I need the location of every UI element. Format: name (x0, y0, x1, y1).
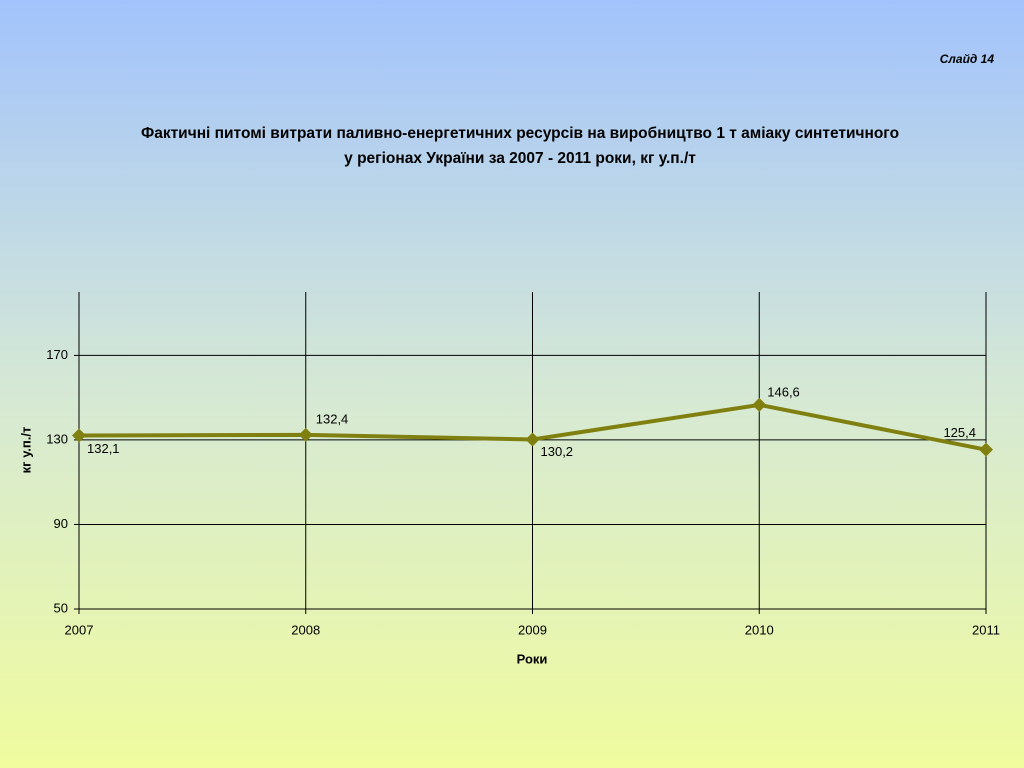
x-tick-label: 2011 (972, 622, 1000, 637)
marker (72, 428, 86, 443)
x-axis-label: Роки (517, 651, 548, 666)
y-tick-label: 170 (46, 347, 68, 362)
data-label: 132,1 (87, 441, 120, 456)
x-tick-label: 2007 (65, 622, 94, 637)
data-label: 125,4 (943, 425, 976, 440)
x-tick-label: 2008 (291, 622, 320, 637)
marker (752, 397, 767, 412)
data-label: 132,4 (316, 411, 349, 426)
data-label: 146,6 (767, 384, 800, 399)
chart-title: у регіонах України за 2007 - 2011 роки, … (344, 150, 696, 167)
x-tick-label: 2010 (745, 622, 774, 637)
slide-label: Слайд 14 (940, 52, 995, 66)
y-tick-label: 90 (54, 516, 68, 531)
y-tick-label: 50 (54, 600, 68, 615)
y-tick-label: 130 (46, 431, 68, 446)
y-axis-label: кг у.п./т (18, 427, 33, 474)
marker (979, 442, 993, 457)
x-tick-label: 2009 (518, 622, 547, 637)
chart-title: Фактичні питомі витрати паливно-енергети… (141, 125, 899, 142)
data-label: 130,2 (541, 444, 574, 459)
marker (525, 432, 540, 447)
marker (298, 427, 313, 442)
